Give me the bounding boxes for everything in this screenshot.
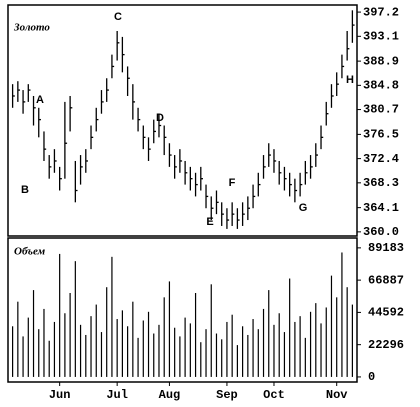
y-tick-label: 388.9 — [363, 54, 399, 68]
x-tick-label: Aug — [159, 388, 181, 402]
x-tick-label: Sep — [216, 388, 238, 402]
y2-tick-label: 89183 — [368, 241, 404, 255]
annotation: H — [346, 74, 354, 86]
annotation: D — [156, 112, 164, 124]
panel-title: Объем — [14, 246, 46, 258]
y-tick-label: 376.5 — [363, 128, 399, 142]
annotation: B — [21, 184, 29, 196]
y2-tick-label: 44592 — [368, 306, 404, 320]
y-tick-label: 368.3 — [363, 176, 399, 190]
x-tick-label: Jul — [106, 388, 128, 402]
y-tick-label: 372.4 — [363, 152, 399, 166]
y-tick-label: 393.1 — [363, 29, 399, 43]
y-tick-label: 380.7 — [363, 103, 399, 117]
annotation: C — [114, 11, 122, 23]
y-tick-label: 384.8 — [363, 79, 399, 93]
annotation: G — [299, 202, 308, 214]
y2-tick-label: 22296 — [368, 338, 404, 352]
annotation: E — [206, 216, 213, 228]
price-panel — [7, 4, 358, 237]
annotation: F — [229, 177, 236, 189]
annotation: A — [36, 94, 44, 106]
y2-tick-label: 0 — [368, 370, 375, 384]
volume-panel — [7, 237, 358, 383]
y2-tick-label: 66887 — [368, 273, 404, 287]
y-tick-label: 360.0 — [363, 225, 399, 239]
chart-title: Золото — [13, 22, 50, 34]
x-tick-label: Nov — [326, 388, 348, 402]
y-tick-label: 397.2 — [363, 5, 399, 19]
x-tick-label: Oct — [263, 388, 285, 402]
x-tick-label: Jun — [49, 388, 71, 402]
y-tick-label: 364.1 — [363, 201, 399, 215]
